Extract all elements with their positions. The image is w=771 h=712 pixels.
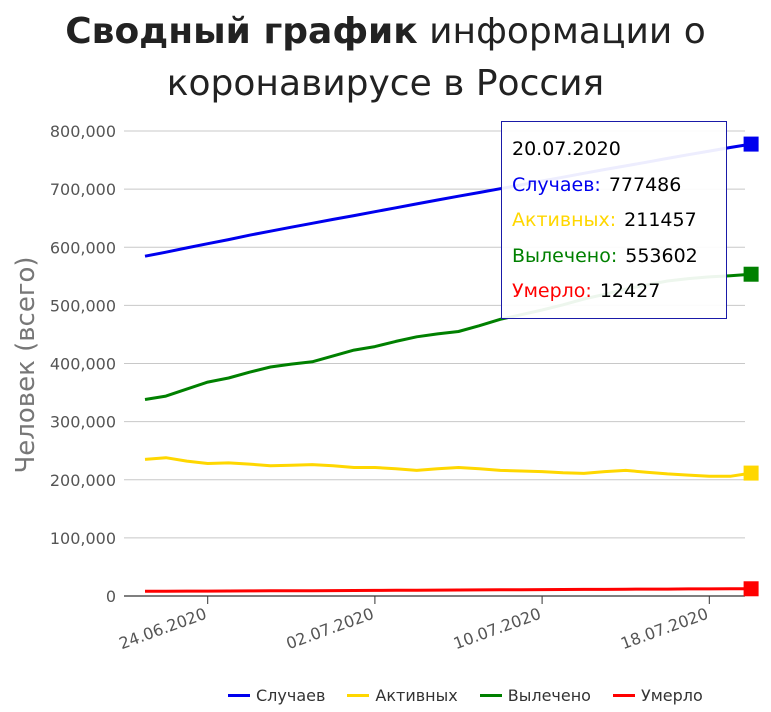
legend-label: Умерло xyxy=(640,685,703,705)
tooltip-series-label: Активных: xyxy=(512,209,617,231)
series-end-marker[interactable] xyxy=(743,136,759,152)
chart-title-rest: информации о xyxy=(417,11,706,52)
series-end-marker[interactable] xyxy=(743,266,759,282)
tooltip: 20.07.2020 Случаев: 777486 Активных: 211457… xyxy=(501,121,727,319)
tooltip-row: Случаев: 777486 xyxy=(512,168,716,204)
y-tick-label: 700,000 xyxy=(50,180,116,199)
tooltip-series-value: 211457 xyxy=(624,209,697,231)
y-axis: 0 100,000 200,000 300,000 400,000 500,000 600,… xyxy=(50,122,116,606)
y-tick-label: 800,000 xyxy=(50,122,116,141)
legend-item[interactable]: Умерло xyxy=(612,684,703,706)
legend: Случаев Активных Вылечено Умерло xyxy=(228,684,725,706)
grid-lines xyxy=(124,130,745,597)
legend-swatch xyxy=(479,693,502,697)
series-end-marker[interactable] xyxy=(743,581,759,597)
y-tick-label: 0 xyxy=(106,587,116,606)
series-end-marker[interactable] xyxy=(743,465,759,481)
tooltip-series-label: Вылечено: xyxy=(512,244,618,267)
y-tick-label: 200,000 xyxy=(50,471,116,490)
y-tick-label: 100,000 xyxy=(50,529,116,548)
chart-title-line2: коронавирусе в Россия xyxy=(166,63,605,104)
legend-item[interactable]: Активных xyxy=(347,684,458,706)
y-tick-label: 300,000 xyxy=(50,413,116,432)
chart-title: Сводный график информации о коронавирусе… xyxy=(0,6,771,110)
x-tick-label: 02.07.2020 xyxy=(284,604,377,653)
tooltip-row: Вылечено: 553602 xyxy=(512,239,716,275)
y-tick-label: 600,000 xyxy=(50,238,116,257)
x-tick-label: 10.07.2020 xyxy=(451,604,544,653)
x-axis: 24.06.2020 02.07.2020 10.07.2020 18.07.2020 xyxy=(116,596,711,653)
x-tick-label: 18.07.2020 xyxy=(618,604,711,653)
tooltip-series-label: Умерло: xyxy=(512,280,592,302)
legend-label: Случаев xyxy=(256,685,326,705)
legend-swatch xyxy=(347,693,370,697)
legend-swatch xyxy=(228,693,250,697)
legend-item[interactable]: Случаев xyxy=(228,684,325,706)
tooltip-row: Активных: 211457 xyxy=(512,203,716,239)
x-tick-label: 24.06.2020 xyxy=(116,604,209,653)
y-tick-label: 500,000 xyxy=(50,296,116,315)
legend-label: Вылечено xyxy=(507,685,591,705)
chart-title-bold: Сводный график xyxy=(65,11,418,52)
tooltip-date: 20.07.2020 xyxy=(512,138,621,160)
tooltip-series-value: 12427 xyxy=(599,280,661,302)
legend-swatch xyxy=(612,693,635,697)
series-line xyxy=(144,456,752,478)
tooltip-row: Умерло: 12427 xyxy=(512,274,716,310)
legend-item[interactable]: Вылечено xyxy=(479,684,591,706)
series-line xyxy=(144,587,752,593)
y-axis-label: Человек (всего) xyxy=(11,256,41,473)
tooltip-series-label: Случаев: xyxy=(512,173,601,196)
tooltip-series-value: 777486 xyxy=(608,173,682,196)
tooltip-series-value: 553602 xyxy=(625,244,698,267)
y-tick-label: 400,000 xyxy=(50,355,116,374)
legend-label: Активных xyxy=(375,685,458,705)
